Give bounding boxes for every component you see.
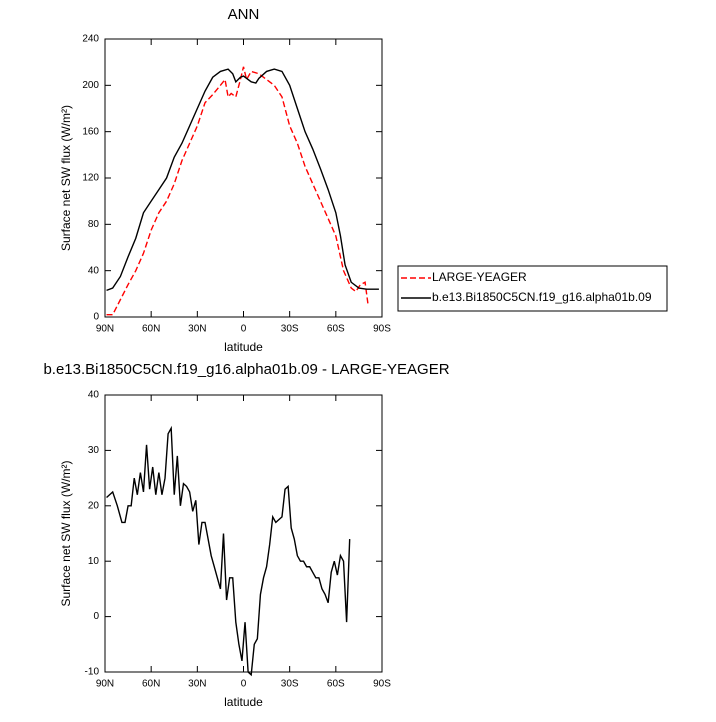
y-tick-label: 0 <box>93 312 99 323</box>
legend-frame <box>397 265 668 312</box>
x-tick-label: 90N <box>96 679 114 690</box>
y-tick-label: 200 <box>82 80 99 91</box>
legend-label: LARGE-YEAGER <box>432 270 527 284</box>
x-axis-label: latitude <box>224 340 263 354</box>
chart-title: ANN <box>228 6 260 23</box>
data-line <box>106 66 369 316</box>
y-tick-label: 120 <box>82 173 99 184</box>
x-tick-label: 90S <box>373 679 391 690</box>
y-tick-label: 30 <box>88 445 100 456</box>
y-tick-label: 80 <box>88 219 100 230</box>
data-line <box>106 425 351 677</box>
y-tick-label: 10 <box>88 556 100 567</box>
y-tick-label: 40 <box>88 265 100 276</box>
y-tick-label: 0 <box>93 611 99 622</box>
x-tick-label: 0 <box>241 324 247 335</box>
y-tick-label: 40 <box>88 390 100 401</box>
x-axis-label: latitude <box>224 695 263 709</box>
chart-title: b.e13.Bi1850C5CN.f19_g16.alpha01b.09 - L… <box>43 361 449 378</box>
x-tick-label: 60S <box>327 679 345 690</box>
x-tick-label: 30N <box>188 324 206 335</box>
x-tick-label: 60S <box>327 324 345 335</box>
y-axis-label: Surface net SW flux (W/m²) <box>59 105 73 251</box>
y-axis-label: Surface net SW flux (W/m²) <box>59 460 73 606</box>
y-tick-label: -10 <box>85 667 100 678</box>
y-tick-label: 20 <box>88 500 100 511</box>
plot-frame <box>104 394 383 673</box>
x-tick-label: 60N <box>142 324 160 335</box>
x-tick-label: 90S <box>373 324 391 335</box>
x-tick-label: 30S <box>281 324 299 335</box>
x-tick-label: 60N <box>142 679 160 690</box>
x-tick-label: 90N <box>96 324 114 335</box>
plot-frame <box>104 38 383 318</box>
data-line <box>106 68 379 292</box>
x-tick-label: 30S <box>281 679 299 690</box>
x-tick-label: 0 <box>241 679 247 690</box>
legend-label: b.e13.Bi1850C5CN.f19_g16.alpha01b.09 <box>432 290 652 304</box>
y-tick-label: 240 <box>82 34 99 45</box>
x-tick-label: 30N <box>188 679 206 690</box>
y-tick-label: 160 <box>82 126 99 137</box>
